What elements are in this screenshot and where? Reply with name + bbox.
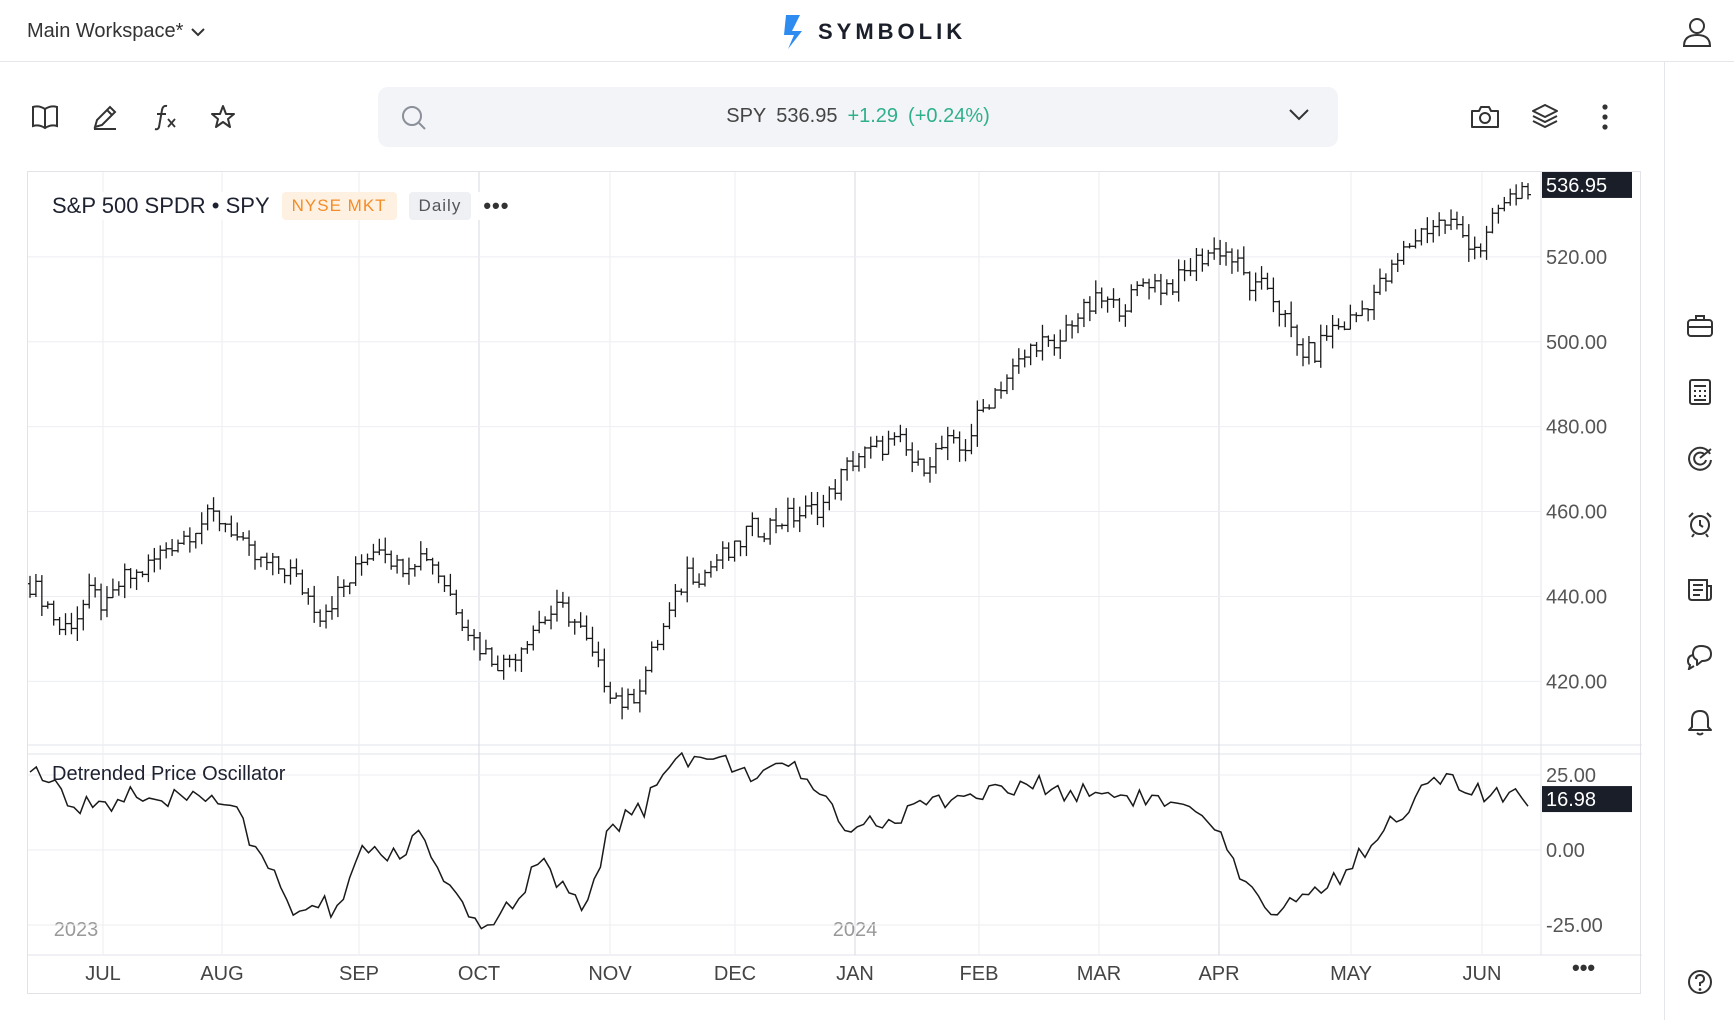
month-label: APR bbox=[1198, 963, 1239, 985]
workspace-selector[interactable]: Main Workspace* bbox=[27, 20, 206, 43]
price-axis-tick: 500.00 bbox=[1546, 332, 1607, 354]
book-icon[interactable] bbox=[28, 100, 62, 134]
price-axis-tick: 440.00 bbox=[1546, 586, 1607, 608]
month-label: OCT bbox=[458, 963, 500, 985]
top-bar: Main Workspace* SYMBOLIK bbox=[0, 0, 1734, 62]
alarm-icon[interactable] bbox=[1684, 508, 1716, 540]
chart-options-button[interactable]: ••• bbox=[483, 193, 510, 218]
briefcase-icon[interactable] bbox=[1684, 310, 1716, 342]
oscillator-line bbox=[29, 751, 1529, 930]
month-label: JUN bbox=[1463, 963, 1502, 985]
chart-panel: JUL AUG SEP OCT NOV DEC JAN FEB MAR APR MAY JUN 2023… bbox=[27, 171, 1642, 995]
price-axis-tick: 460.00 bbox=[1546, 502, 1607, 524]
price-axis-tick: 520.00 bbox=[1546, 247, 1607, 269]
month-label: NOV bbox=[588, 963, 632, 985]
interval-selector[interactable]: Daily bbox=[408, 192, 472, 220]
brand-name: SYMBOLIK bbox=[818, 19, 967, 44]
last-oscillator-marker bbox=[1542, 786, 1632, 813]
camera-icon[interactable] bbox=[1468, 100, 1502, 134]
symbolik-logo-icon bbox=[784, 15, 802, 49]
bell-icon[interactable] bbox=[1684, 706, 1716, 738]
quote-summary: SPY 536.95 +1.29 (+0.24%) bbox=[378, 105, 1338, 128]
chat-icon[interactable] bbox=[1684, 640, 1716, 672]
chart-header: S&P 500 SPDR • SPY NYSE MKT Daily ••• bbox=[52, 192, 518, 220]
calculator-icon[interactable] bbox=[1684, 376, 1716, 408]
user-icon[interactable] bbox=[1682, 16, 1712, 53]
quote-symbol: SPY bbox=[726, 105, 767, 127]
year-label: 2024 bbox=[833, 919, 878, 941]
help-icon[interactable] bbox=[1684, 966, 1716, 998]
month-label: SEP bbox=[339, 963, 379, 985]
month-label: JAN bbox=[836, 963, 874, 985]
last-price-label: 536.95 bbox=[1546, 175, 1607, 197]
month-label: DEC bbox=[714, 963, 756, 985]
month-label: JUL bbox=[85, 963, 121, 985]
symbol-search-bar[interactable]: SPY 536.95 +1.29 (+0.24%) bbox=[378, 87, 1338, 147]
last-oscillator-label: 16.98 bbox=[1546, 789, 1596, 811]
price-axis-tick: 480.00 bbox=[1546, 417, 1607, 439]
chevron-down-icon[interactable] bbox=[1288, 107, 1310, 128]
chart-canvas[interactable]: JUL AUG SEP OCT NOV DEC JAN FEB MAR APR MAY JUN 2023… bbox=[28, 172, 1642, 995]
radar-icon[interactable] bbox=[1684, 442, 1716, 474]
month-label: MAR bbox=[1077, 963, 1121, 985]
search-icon bbox=[400, 104, 428, 137]
chart-title: S&P 500 SPDR • SPY bbox=[52, 193, 270, 218]
oscillator-title: Detrended Price Oscillator bbox=[52, 763, 286, 785]
star-icon[interactable] bbox=[206, 100, 240, 134]
pencil-icon[interactable] bbox=[88, 100, 122, 134]
oscillator-axis-tick: 25.00 bbox=[1546, 765, 1596, 787]
quote-change: +1.29 bbox=[847, 105, 899, 127]
price-axis-tick: 420.00 bbox=[1546, 671, 1607, 693]
right-sidebar bbox=[1664, 62, 1734, 1020]
workspace-label: Main Workspace* bbox=[27, 20, 184, 42]
quote-change-pct: (+0.24%) bbox=[908, 105, 990, 127]
news-icon[interactable] bbox=[1684, 574, 1716, 606]
chevron-down-icon bbox=[191, 27, 206, 36]
kebab-icon[interactable] bbox=[1588, 100, 1622, 134]
month-label: FEB bbox=[960, 963, 999, 985]
exchange-badge: NYSE MKT bbox=[281, 192, 397, 220]
month-label: AUG bbox=[200, 963, 243, 985]
fx-icon[interactable] bbox=[148, 100, 182, 134]
time-axis-options-button[interactable]: ••• bbox=[1572, 955, 1596, 980]
brand-logo: SYMBOLIK bbox=[782, 13, 966, 51]
year-label: 2023 bbox=[54, 919, 99, 941]
month-label: MAY bbox=[1330, 963, 1372, 985]
last-price-marker bbox=[1542, 172, 1632, 198]
layers-icon[interactable] bbox=[1528, 100, 1562, 134]
quote-price: 536.95 bbox=[776, 105, 838, 127]
oscillator-axis-tick: -25.00 bbox=[1546, 915, 1603, 937]
oscillator-axis-tick: 0.00 bbox=[1546, 840, 1585, 862]
